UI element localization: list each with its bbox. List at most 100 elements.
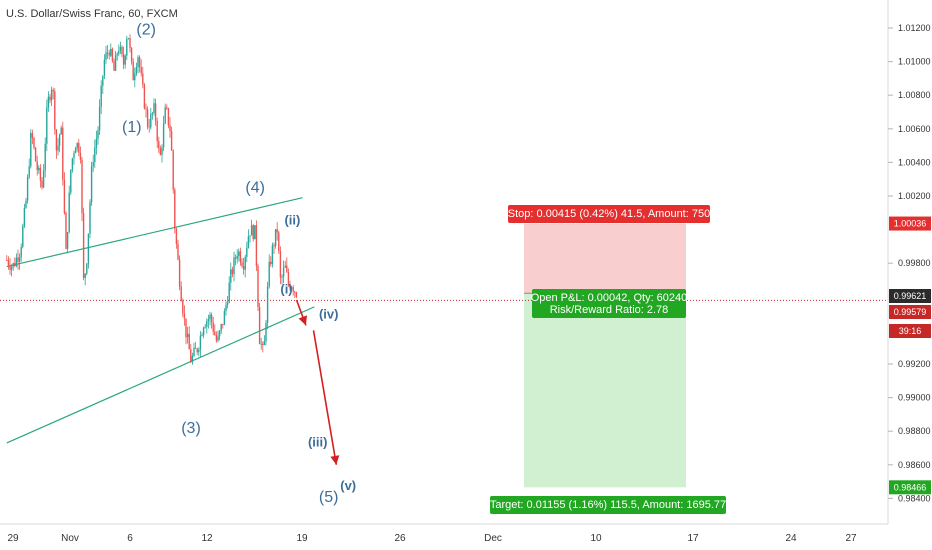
candle-down xyxy=(177,239,179,261)
candle-up xyxy=(57,138,59,156)
candle-body xyxy=(225,304,227,311)
candle-up xyxy=(98,99,101,135)
stop-label-text: Stop: 0.00415 (0.42%) 41.5, Amount: 750 xyxy=(508,208,710,220)
candle-down xyxy=(270,256,272,267)
target-zone[interactable] xyxy=(524,293,686,488)
candle-body xyxy=(17,257,19,262)
candle-up xyxy=(236,249,238,264)
candle-body xyxy=(188,333,190,350)
stop-zone[interactable] xyxy=(524,223,686,294)
candle-up xyxy=(92,154,94,172)
candle-body xyxy=(172,150,174,190)
candle-body xyxy=(143,84,146,109)
candle-down xyxy=(113,58,115,71)
candle-down xyxy=(255,220,258,272)
candle-body xyxy=(191,355,194,363)
candle-up xyxy=(84,273,86,286)
candle-down xyxy=(108,49,110,60)
candle-body xyxy=(180,286,182,301)
plot-area[interactable] xyxy=(0,0,888,524)
stop-price-tag[interactable]: 1.00036 xyxy=(889,216,931,231)
candle-body xyxy=(41,180,43,188)
candle-body xyxy=(95,138,98,148)
candle-down xyxy=(55,129,58,159)
candle-down xyxy=(178,255,181,291)
candle-up xyxy=(94,139,96,168)
candle-up xyxy=(260,337,262,350)
price-axis[interactable]: 1.01200 1.01000 1.00800 1.00600 1.00400 1.002… xyxy=(888,23,931,503)
candle-up xyxy=(134,67,136,88)
candle-up xyxy=(68,185,70,234)
target-price-tag-bg xyxy=(889,480,931,495)
candle-body xyxy=(100,85,102,107)
candle-body xyxy=(286,265,288,273)
candle-body xyxy=(122,54,125,65)
forecast-arrow-1[interactable] xyxy=(295,299,307,326)
channel-line-upper[interactable] xyxy=(6,197,303,268)
candle-down xyxy=(156,117,158,148)
candle-up xyxy=(220,323,222,335)
channel-line-lower[interactable] xyxy=(6,306,315,444)
pnl-label[interactable]: Open P&L: 0.00042, Qty: 60240Risk/Reward… xyxy=(531,289,688,318)
candle-body xyxy=(103,59,106,76)
candle-body xyxy=(71,158,74,170)
candle-body xyxy=(257,265,259,307)
candle-down xyxy=(62,121,64,186)
time-axis[interactable]: 29 Nov 6 12 19 26 Dec 10 17 24 27 xyxy=(7,533,857,544)
candle-body xyxy=(47,96,50,108)
candle-down xyxy=(194,342,197,349)
candle-body xyxy=(284,265,286,268)
candle-up xyxy=(254,225,256,240)
candle-body xyxy=(289,283,291,289)
candle-up xyxy=(247,229,250,249)
candle-up xyxy=(86,263,88,276)
candle-up xyxy=(265,320,267,346)
candle-body xyxy=(7,260,10,266)
candle-up xyxy=(70,169,72,196)
candle-body xyxy=(249,235,251,237)
candle-body xyxy=(135,67,138,74)
candle-body xyxy=(201,335,203,337)
candle-down xyxy=(185,318,187,345)
candle-body xyxy=(154,103,157,121)
candle-up xyxy=(193,342,195,358)
candle-up xyxy=(223,308,226,326)
candle-body xyxy=(132,61,134,81)
current-price-tag-text: 0.99579 xyxy=(894,307,927,317)
candle-up xyxy=(225,301,227,316)
pnl-label-bg xyxy=(532,289,686,318)
candle-up xyxy=(10,264,13,277)
candle-body xyxy=(250,225,253,236)
last-price-tag[interactable]: 0.99621 xyxy=(889,289,931,303)
price-tick-label: 0.98400 xyxy=(898,493,931,503)
candle-down xyxy=(33,136,35,150)
candle-down xyxy=(81,157,83,221)
candle-down xyxy=(166,104,168,111)
candle-down xyxy=(17,249,19,270)
candle-body xyxy=(151,113,154,114)
target-price-tag-text: 0.98466 xyxy=(894,482,927,492)
candle-down xyxy=(174,187,176,234)
current-price-tag[interactable]: 0.99579 xyxy=(889,305,931,319)
stop-label[interactable]: Stop: 0.00415 (0.42%) 41.5, Amount: 750 xyxy=(508,205,710,223)
target-price-tag[interactable]: 0.98466 xyxy=(889,480,931,495)
countdown-tag[interactable]: 39:16 xyxy=(889,324,931,338)
wave-label: (v) xyxy=(340,478,356,493)
candle-up xyxy=(268,254,270,289)
candle-body xyxy=(23,207,26,227)
pnl-label-text: Risk/Reward Ratio: 2.78 xyxy=(550,304,669,316)
candle-up xyxy=(20,243,22,262)
candle-down xyxy=(231,266,234,278)
price-tick-label: 1.01000 xyxy=(898,57,931,67)
forecast-arrow-2[interactable] xyxy=(312,330,340,465)
candle-body xyxy=(252,225,254,240)
candle-body xyxy=(212,322,214,332)
candle-body xyxy=(279,251,282,278)
candle-up xyxy=(76,142,78,152)
candle-body xyxy=(290,287,293,289)
candle-up xyxy=(186,326,189,344)
target-label[interactable]: Target: 0.01155 (1.16%) 115.5, Amount: 1… xyxy=(490,496,726,514)
candle-body xyxy=(145,108,147,110)
